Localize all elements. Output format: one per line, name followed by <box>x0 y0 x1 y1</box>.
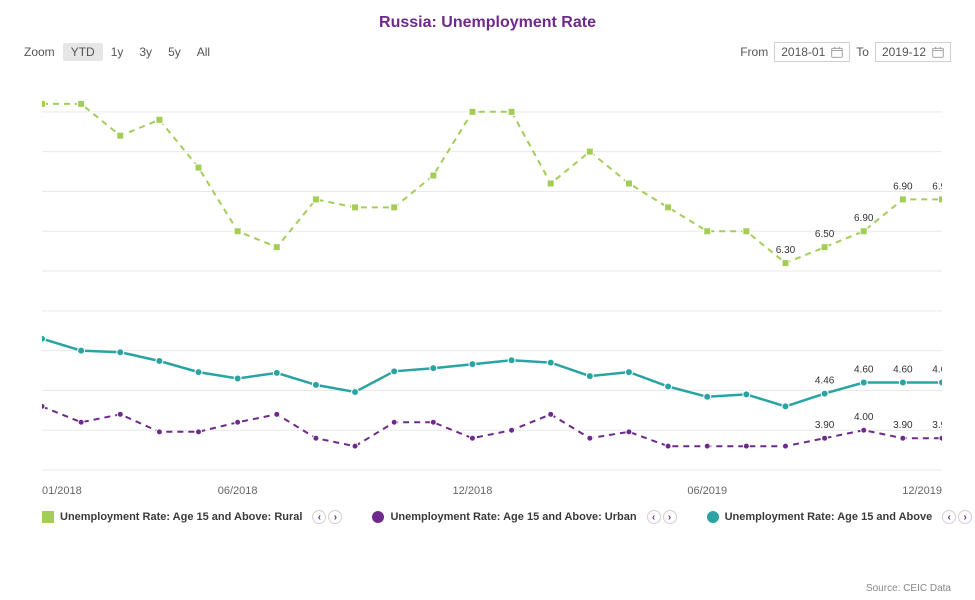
svg-text:06/2018: 06/2018 <box>218 485 258 497</box>
legend-prev-button[interactable]: ‹ <box>647 510 661 524</box>
svg-text:3.90: 3.90 <box>893 420 913 431</box>
legend-swatch <box>707 511 719 523</box>
zoom-3y-button[interactable]: 3y <box>131 43 160 61</box>
legend-next-button[interactable]: › <box>958 510 972 524</box>
legend-next-button[interactable]: › <box>328 510 342 524</box>
svg-text:4.60: 4.60 <box>893 364 913 375</box>
to-date-input[interactable]: 2019-12 <box>875 42 951 62</box>
svg-text:4.00: 4.00 <box>854 412 874 423</box>
legend-label: Unemployment Rate: Age 15 and Above: Rur… <box>60 511 302 523</box>
chart-area: 3.504.004.505.005.506.006.507.007.508.00… <box>0 70 975 500</box>
svg-text:6.90: 6.90 <box>932 181 942 192</box>
legend-prev-button[interactable]: ‹ <box>312 510 326 524</box>
svg-text:4.46: 4.46 <box>815 376 835 387</box>
from-date-value: 2018-01 <box>781 45 825 59</box>
svg-text:6.90: 6.90 <box>854 213 874 224</box>
legend: Unemployment Rate: Age 15 and Above: Rur… <box>0 500 975 524</box>
svg-text:06/2019: 06/2019 <box>687 485 727 497</box>
chart-title: Russia: Unemployment Rate <box>0 0 975 42</box>
legend-label: Unemployment Rate: Age 15 and Above: Urb… <box>390 511 636 523</box>
zoom-all-button[interactable]: All <box>189 43 218 61</box>
svg-text:3.90: 3.90 <box>815 420 835 431</box>
calendar-icon <box>831 46 843 58</box>
legend-label: Unemployment Rate: Age 15 and Above <box>725 511 933 523</box>
svg-text:3.90: 3.90 <box>932 420 942 431</box>
svg-text:6.90: 6.90 <box>893 181 913 192</box>
zoom-group: Zoom YTD1y3y5yAll <box>24 43 218 61</box>
svg-text:12/2018: 12/2018 <box>453 485 493 497</box>
svg-text:4.60: 4.60 <box>932 364 942 375</box>
legend-swatch <box>372 511 384 523</box>
source-attribution: Source: CEIC Data <box>866 583 951 594</box>
line-chart: 3.504.004.505.005.506.006.507.007.508.00… <box>42 70 942 500</box>
legend-swatch <box>42 511 54 523</box>
legend-prev-button[interactable]: ‹ <box>942 510 956 524</box>
zoom-ytd-button[interactable]: YTD <box>63 43 103 61</box>
calendar-icon <box>932 46 944 58</box>
zoom-5y-button[interactable]: 5y <box>160 43 189 61</box>
from-date-input[interactable]: 2018-01 <box>774 42 850 62</box>
legend-item[interactable]: Unemployment Rate: Age 15 and Above ‹› <box>707 510 973 524</box>
svg-text:6.30: 6.30 <box>776 245 796 256</box>
zoom-1y-button[interactable]: 1y <box>103 43 132 61</box>
svg-text:01/2018: 01/2018 <box>42 485 82 497</box>
to-date-value: 2019-12 <box>882 45 926 59</box>
to-label: To <box>856 45 869 59</box>
zoom-label: Zoom <box>24 45 55 59</box>
legend-next-button[interactable]: › <box>663 510 677 524</box>
svg-text:6.50: 6.50 <box>815 229 835 240</box>
svg-text:4.60: 4.60 <box>854 364 874 375</box>
date-range-group: From 2018-01 To 2019-12 <box>740 42 951 62</box>
svg-text:12/2019: 12/2019 <box>902 485 942 497</box>
legend-item[interactable]: Unemployment Rate: Age 15 and Above: Urb… <box>372 510 676 524</box>
from-label: From <box>740 45 768 59</box>
legend-item[interactable]: Unemployment Rate: Age 15 and Above: Rur… <box>42 510 342 524</box>
controls-bar: Zoom YTD1y3y5yAll From 2018-01 To 2019-1… <box>0 42 975 70</box>
